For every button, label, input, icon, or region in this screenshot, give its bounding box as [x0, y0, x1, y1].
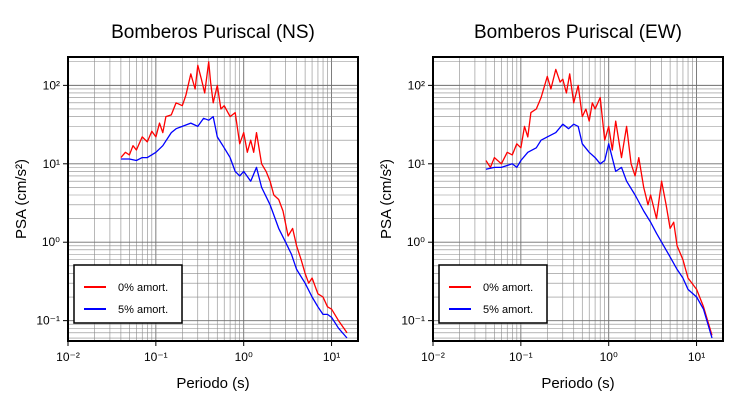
series-line: [120, 115, 348, 339]
x-tick-label: 10⁰: [235, 350, 253, 364]
y-tick-label: 10²: [43, 78, 60, 92]
x-tick-label: 10⁰: [600, 350, 618, 364]
chart-panel: 10⁻² 10⁻¹ 10⁰ 10¹ 10⁻¹ 10⁰ 10¹ 10² Bomberos Puri…: [13, 22, 359, 392]
x-tick-label: 10¹: [323, 350, 340, 364]
legend-label: 5% amort.: [483, 304, 533, 316]
legend-box: [73, 264, 183, 324]
y-tick-label: 10¹: [43, 157, 60, 171]
series-line: [485, 68, 713, 336]
x-tick-label: 10⁻¹: [144, 350, 168, 364]
y-tick-label: 10¹: [408, 157, 425, 171]
series-line: [120, 61, 348, 334]
legend-label: 5% amort.: [118, 304, 168, 316]
x-tick-label: 10⁻²: [56, 350, 80, 364]
y-axis-label: PSA (cm/s²): [378, 159, 395, 239]
legend-label: 0% amort.: [118, 282, 168, 294]
legend-label: 0% amort.: [483, 282, 533, 294]
y-tick-label: 10⁻¹: [401, 314, 425, 328]
legend: 0% amort. 5% amort.: [438, 264, 548, 324]
x-tick-label: 10¹: [688, 350, 705, 364]
chart-title: Bomberos Puriscal (EW): [474, 22, 682, 43]
y-tick-label: 10⁰: [42, 235, 60, 249]
y-tick-label: 10⁰: [407, 235, 425, 249]
series-line: [485, 123, 713, 339]
plot-frame: [432, 56, 724, 342]
x-tick-label: 10⁻²: [421, 350, 445, 364]
plot-frame: [67, 56, 359, 342]
x-tick-label: 10⁻¹: [509, 350, 533, 364]
legend-box: [438, 264, 548, 324]
y-tick-label: 10⁻¹: [36, 314, 60, 328]
x-axis-label: Periodo (s): [176, 375, 249, 392]
series-group: [485, 68, 713, 339]
y-tick-label: 10²: [408, 78, 425, 92]
legend: 0% amort. 5% amort.: [73, 264, 183, 324]
y-axis-label: PSA (cm/s²): [13, 159, 30, 239]
x-axis-label: Periodo (s): [541, 375, 614, 392]
series-group: [120, 61, 348, 339]
gridlines: [67, 57, 359, 341]
chart-title: Bomberos Puriscal (NS): [111, 22, 315, 43]
chart-panel: 10⁻² 10⁻¹ 10⁰ 10¹ 10⁻¹ 10⁰ 10¹ 10² Bomberos Puri…: [378, 22, 724, 392]
